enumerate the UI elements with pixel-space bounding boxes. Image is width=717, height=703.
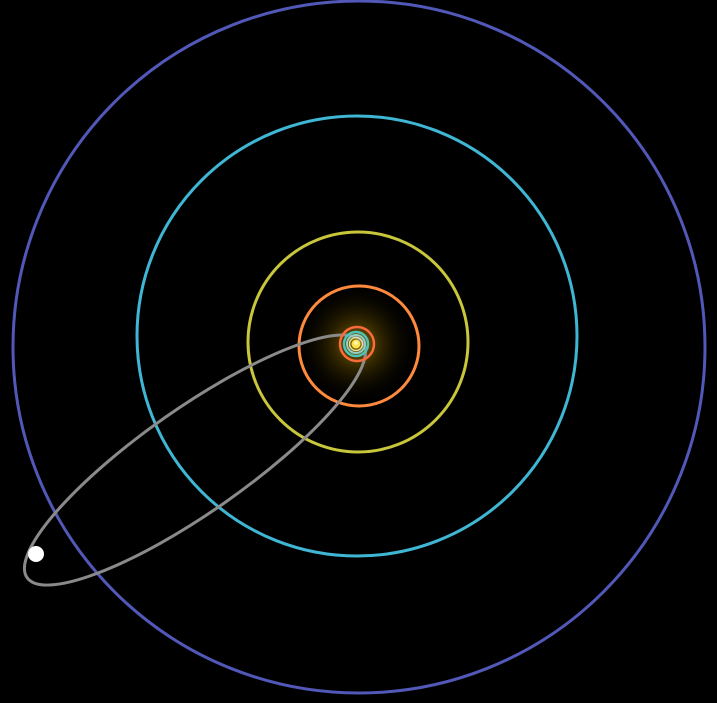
comet (28, 546, 44, 562)
inner-ring-4 (338, 325, 376, 363)
planet-orbit-3 (135, 114, 579, 558)
planet-orbit-4 (11, 0, 707, 695)
inner-ring-3 (342, 330, 370, 358)
inner-ring-1 (348, 336, 364, 352)
planet-orbit-2 (246, 230, 470, 454)
sun-core (354, 341, 358, 345)
inner-ring-2 (346, 334, 366, 354)
planet-orbit-1 (297, 284, 421, 408)
